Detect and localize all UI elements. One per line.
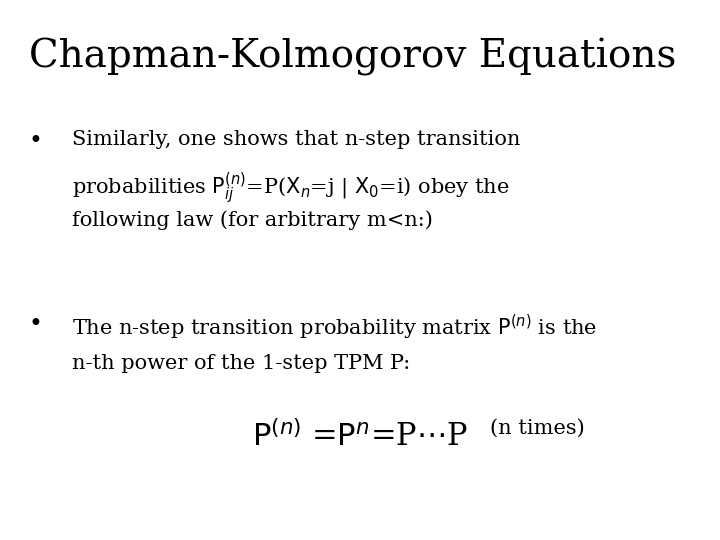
Text: (n times): (n times): [490, 418, 585, 437]
Text: Chapman-Kolmogorov Equations: Chapman-Kolmogorov Equations: [29, 38, 676, 76]
Text: •: •: [29, 130, 42, 153]
Text: following law (for arbitrary m<n:): following law (for arbitrary m<n:): [72, 211, 433, 230]
Text: n-th power of the 1-step TPM P:: n-th power of the 1-step TPM P:: [72, 354, 410, 373]
Text: $\mathrm{P}^{(n)}$ =$\mathrm{P}^n$=P$\cdots$P: $\mathrm{P}^{(n)}$ =$\mathrm{P}^n$=P$\cd…: [252, 421, 468, 453]
Text: Similarly, one shows that n-step transition: Similarly, one shows that n-step transit…: [72, 130, 521, 148]
Text: probabilities $\mathrm{P}_{ij}^{(n)}$=P($\mathrm{X}_n$=j | $\mathrm{X}_0$=i) obe: probabilities $\mathrm{P}_{ij}^{(n)}$=P(…: [72, 170, 510, 206]
Text: The n-step transition probability matrix $\mathrm{P}^{(n)}$ is the: The n-step transition probability matrix…: [72, 313, 597, 342]
Text: •: •: [29, 313, 42, 336]
